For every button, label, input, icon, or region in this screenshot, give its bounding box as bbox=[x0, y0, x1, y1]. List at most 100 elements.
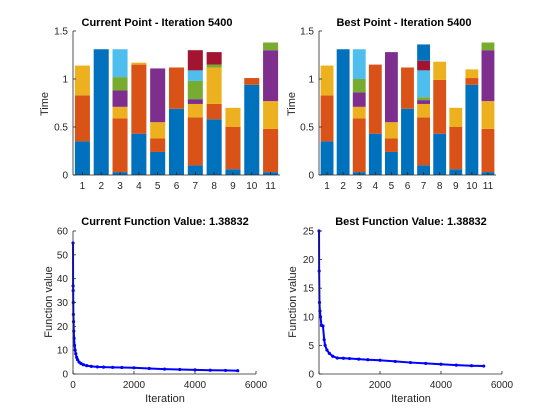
bar-segment bbox=[320, 65, 334, 96]
x-tick-label: 2 bbox=[340, 181, 346, 192]
x-tick-label: 0 bbox=[316, 380, 322, 391]
bar-segment bbox=[417, 165, 431, 175]
y-axis-label: Function value bbox=[43, 266, 55, 338]
bar-segment bbox=[401, 67, 414, 109]
bar-segment bbox=[187, 99, 203, 104]
bar-segment bbox=[225, 107, 241, 127]
y-tick-label: 20 bbox=[57, 322, 69, 333]
bar-segment bbox=[417, 60, 431, 71]
bar-segment bbox=[263, 42, 279, 51]
y-tick-label: 0 bbox=[62, 370, 68, 381]
bar-segment bbox=[112, 106, 128, 119]
x-tick-label: 5 bbox=[389, 181, 395, 192]
bar-segment bbox=[187, 80, 203, 100]
x-tick-label: 8 bbox=[437, 181, 443, 192]
y-tick-label: 10 bbox=[57, 346, 69, 357]
x-tick-label: 2000 bbox=[369, 380, 392, 391]
bar-segment bbox=[112, 90, 128, 107]
x-axis-label: Iteration bbox=[391, 393, 431, 405]
y-tick-label: 0.5 bbox=[54, 123, 68, 134]
x-tick-label: 7 bbox=[421, 181, 427, 192]
x-tick-label: 0 bbox=[70, 380, 76, 391]
bar-segment bbox=[74, 65, 90, 96]
bar-segment bbox=[112, 77, 128, 91]
x-tick-label: 4000 bbox=[430, 380, 453, 391]
x-tick-label: 1 bbox=[80, 181, 86, 192]
y-axis-label: Time bbox=[286, 92, 298, 116]
bar-segment bbox=[449, 107, 463, 127]
bar-segment bbox=[206, 119, 222, 175]
x-tick-label: 6000 bbox=[245, 380, 268, 391]
bar-segment bbox=[150, 68, 166, 123]
y-tick-label: 50 bbox=[57, 250, 69, 261]
bar-segment bbox=[131, 62, 147, 65]
bar-segment bbox=[206, 52, 222, 65]
bar-segment bbox=[352, 106, 366, 119]
bar-segment bbox=[112, 118, 128, 173]
bar-segment bbox=[225, 127, 241, 170]
bar-segment bbox=[352, 118, 366, 173]
bar-segment bbox=[244, 78, 260, 85]
x-tick-label: 8 bbox=[211, 181, 217, 192]
bar-segment bbox=[433, 79, 447, 134]
x-tick-label: 9 bbox=[453, 181, 459, 192]
bar-segment bbox=[465, 69, 479, 79]
bar-segment bbox=[263, 128, 279, 173]
y-tick-label: 40 bbox=[57, 274, 69, 285]
panel-current-point: Current Point - Iteration 5400 Time 1 2 3 4… bbox=[39, 17, 280, 192]
chart-title: Current Function Value: 1.38832 bbox=[81, 216, 249, 228]
bar-segment bbox=[481, 101, 495, 129]
x-tick-label: 6 bbox=[405, 181, 411, 192]
x-tick-label: 4 bbox=[373, 181, 379, 192]
x-tick-label: 2 bbox=[98, 181, 104, 192]
bar-segment bbox=[368, 64, 382, 134]
bar-segment bbox=[187, 165, 203, 175]
bar-segment bbox=[433, 133, 447, 175]
bar-segment bbox=[481, 128, 495, 173]
y-tick-label: 15 bbox=[303, 284, 315, 295]
y-tick-label: 0 bbox=[308, 370, 314, 381]
x-tick-label: 6 bbox=[174, 181, 180, 192]
bar-segment bbox=[384, 151, 398, 175]
chart-title: Best Function Value: 1.38832 bbox=[335, 216, 487, 228]
bar-segment bbox=[150, 138, 166, 152]
y-tick-label: 25 bbox=[303, 227, 315, 238]
y-tick-label: 20 bbox=[303, 255, 315, 266]
bar-segment bbox=[336, 49, 350, 175]
bar-segment bbox=[352, 92, 366, 107]
chart-title: Current Point - Iteration 5400 bbox=[82, 17, 233, 29]
x-tick-label: 11 bbox=[483, 181, 494, 192]
bar-segment bbox=[417, 100, 431, 104]
y-tick-label: 1.5 bbox=[54, 27, 68, 38]
bar-segment bbox=[401, 108, 414, 175]
x-tick-label: 4000 bbox=[184, 380, 207, 391]
y-tick-label: 0 bbox=[308, 171, 314, 182]
y-tick-label: 1 bbox=[308, 75, 314, 86]
bar-segment bbox=[352, 79, 366, 93]
chart-title: Best Point - Iteration 5400 bbox=[336, 17, 471, 29]
y-tick-label: 1.5 bbox=[300, 27, 314, 38]
bar-segment bbox=[465, 84, 479, 175]
bar-segment bbox=[112, 49, 128, 78]
x-tick-label: 10 bbox=[466, 181, 478, 192]
y-tick-label: 10 bbox=[303, 312, 315, 323]
bar-segment bbox=[384, 138, 398, 152]
x-tick-label: 9 bbox=[230, 181, 236, 192]
x-tick-label: 2000 bbox=[123, 380, 146, 391]
bar-segment bbox=[368, 133, 382, 175]
bar-segment bbox=[481, 50, 495, 102]
y-tick-label: 0.5 bbox=[300, 123, 314, 134]
x-tick-label: 3 bbox=[117, 181, 123, 192]
bar-segment bbox=[384, 122, 398, 139]
bar-segment bbox=[93, 49, 109, 175]
x-tick-label: 5 bbox=[155, 181, 161, 192]
bar-segment bbox=[168, 108, 185, 175]
y-tick-label: 5 bbox=[308, 341, 314, 352]
bar-segment bbox=[449, 127, 463, 170]
bar-segment bbox=[131, 133, 147, 175]
y-tick-label: 60 bbox=[57, 227, 69, 238]
y-tick-label: 1 bbox=[62, 75, 68, 86]
bar-segment bbox=[206, 103, 222, 120]
bar-segment bbox=[187, 103, 203, 118]
